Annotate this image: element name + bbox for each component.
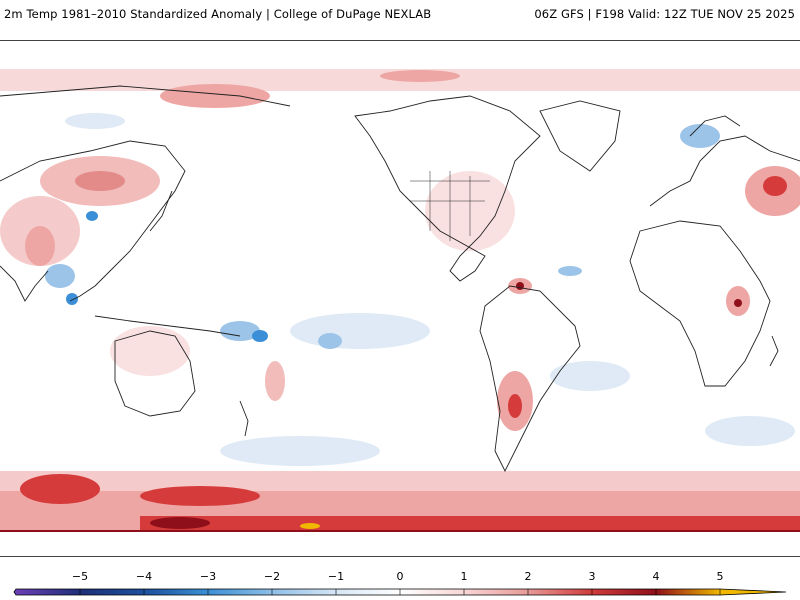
south-america-warm (508, 394, 522, 418)
coastline-africa (629, 220, 771, 387)
coastline-madagascar (769, 335, 779, 367)
south-atlantic-cold (550, 361, 630, 391)
colorbar-legend: −5 −4 −3 −2 −1 0 1 2 3 4 5 (0, 570, 800, 600)
coastline-south-america (479, 285, 581, 473)
colorbar-tick-label: 4 (652, 570, 660, 583)
south-asia-cold-anomaly (66, 293, 78, 305)
us-state-lines (410, 171, 490, 241)
indonesia-cold-anomaly (252, 330, 268, 342)
colorbar-tick-label: 0 (396, 570, 404, 583)
coastline-scandinavia (689, 115, 741, 137)
colorbar-segment (592, 589, 656, 595)
colorbar-tick-label: −1 (327, 570, 345, 583)
north-pacific-cold (65, 113, 125, 129)
anomaly-map (0, 40, 800, 557)
coastline-greenland (539, 100, 621, 172)
colorbar-tick-label: −2 (263, 570, 281, 583)
venezuela-warm-core (516, 282, 524, 290)
coastline-new-zealand (239, 400, 249, 437)
antarctic-warm-extreme (150, 517, 210, 529)
colorbar-segment (144, 589, 208, 595)
colorbar-segment (16, 589, 80, 595)
antarctic-warm-core (140, 486, 260, 506)
colorbar-tick-label: 2 (524, 570, 532, 583)
antarctic-warm-core (20, 474, 100, 504)
colorbar-tick-label: −5 (71, 570, 89, 583)
colorbar-segment (80, 589, 144, 595)
north-atlantic-cold (680, 124, 720, 148)
colorbar-tick-label: −4 (135, 570, 153, 583)
colorbar-segment (336, 589, 400, 595)
arctic-warm-core (380, 70, 460, 82)
colorbar-outline (13, 588, 787, 596)
colorbar-tick-label: −3 (199, 570, 217, 583)
antarctic-warm-extreme (300, 523, 320, 529)
europe-warm-anomaly (763, 176, 787, 196)
colorbar-segment (208, 589, 272, 595)
south-asia-cold-anomaly (45, 264, 75, 288)
colorbar-segment (528, 589, 592, 595)
coastline-australia (114, 330, 196, 417)
coastline-europe (649, 135, 800, 207)
china-cold-spot (86, 211, 98, 221)
run-valid-time: 06Z GFS | F198 Valid: 12Z TUE NOV 25 202… (534, 7, 795, 21)
siberia-warm-anomaly (75, 171, 125, 191)
map-canvas (0, 69, 800, 532)
caribbean-cold (558, 266, 582, 276)
australia-warm (110, 326, 190, 376)
colorbar (13, 588, 787, 596)
colorbar-segment (272, 589, 336, 595)
arctic-warm-core (160, 84, 270, 108)
coastline-indonesia (94, 315, 241, 337)
coastlines (0, 85, 800, 473)
coastline-japan (149, 190, 173, 232)
southern-pacific-cold (220, 436, 380, 466)
coastline-east-asia (0, 140, 186, 302)
colorbar-min-arrow (14, 589, 16, 595)
india-warm-anomaly (25, 226, 55, 266)
coastline-north-america (354, 95, 541, 282)
australia-warm (265, 361, 285, 401)
pacific-cold-anomaly (290, 313, 430, 349)
colorbar-tick-label: 1 (460, 570, 468, 583)
indian-ocean-cold (705, 416, 795, 446)
east-africa-warm-core (734, 299, 742, 307)
chart-title: 2m Temp 1981–2010 Standardized Anomaly |… (4, 7, 432, 21)
indonesia-cold-anomaly (220, 321, 260, 341)
colorbar-segment (656, 589, 720, 595)
colorbar-tick-label: 5 (716, 570, 724, 583)
coastline-arctic-asia (0, 85, 291, 107)
colorbar-segment (464, 589, 528, 595)
pacific-cold-anomaly (318, 333, 342, 349)
colorbar-segment (400, 589, 464, 595)
coastline-india (0, 265, 49, 302)
colorbar-tick-label: 3 (588, 570, 596, 583)
antarctic-warm-strong (140, 516, 800, 531)
colorbar-max-arrow (720, 589, 786, 595)
